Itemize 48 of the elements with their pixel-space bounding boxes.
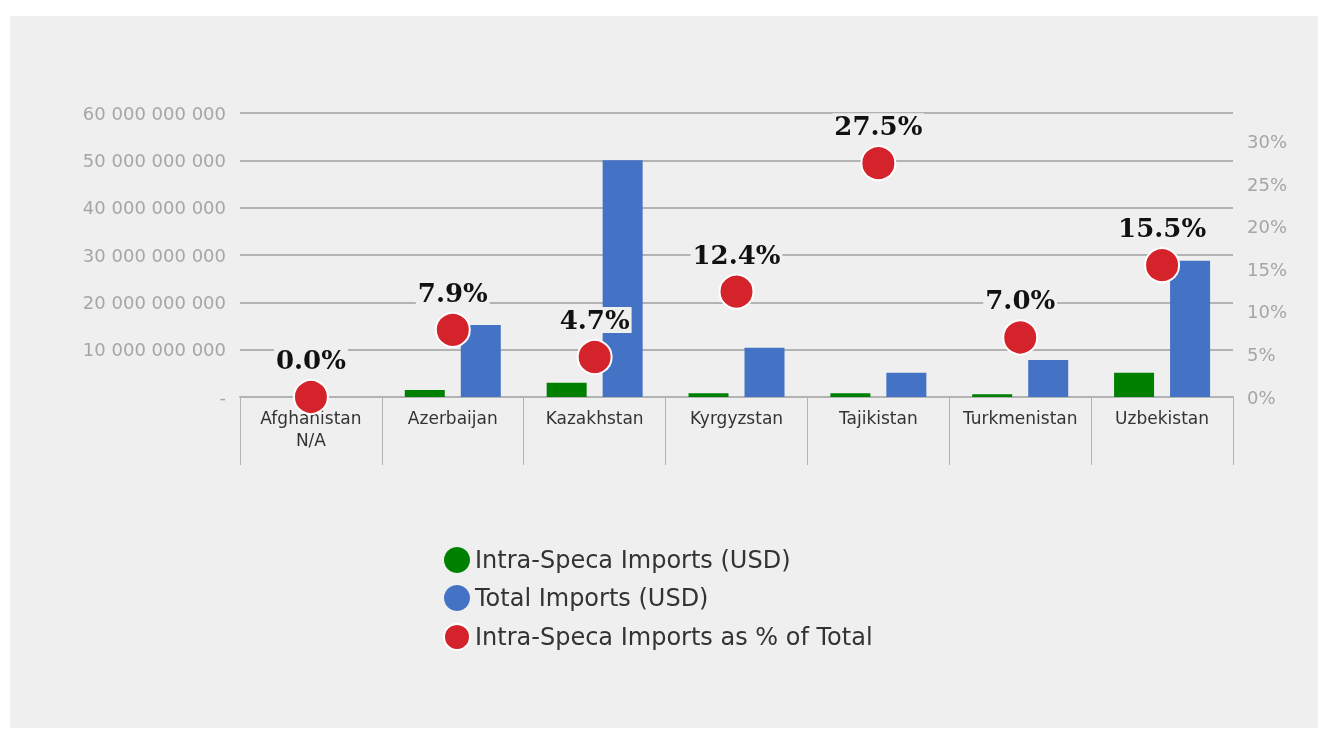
point: [434, 311, 471, 348]
y-tick-label: 10 000 000 000: [82, 339, 226, 361]
bar: [404, 389, 445, 397]
bar: [460, 325, 501, 397]
x-tick-label: Turkmenistan: [961, 408, 1078, 428]
x-tick-label: Afghanistan N/A: [260, 408, 362, 450]
legend-label: Total Imports (USD): [474, 584, 709, 612]
x-tick-label: Uzbekistan: [1115, 408, 1210, 428]
data-label: 0.0%: [275, 345, 347, 375]
point: [718, 273, 755, 310]
y2-tick-label: 30%: [1247, 131, 1288, 153]
x-tick-label: Kyrgyzstan: [689, 408, 784, 428]
x-tick-label: Azerbaijan: [407, 408, 498, 428]
bar: [830, 393, 871, 397]
y-tick-label: 30 000 000 000: [82, 244, 226, 266]
legend-label: Intra-Speca Imports (USD): [475, 546, 791, 574]
x-tick-label: Kazakhstan: [545, 408, 644, 428]
bar: [886, 372, 927, 397]
point: [860, 145, 897, 182]
data-label: 27.5%: [834, 111, 923, 142]
y-tick-label: -: [219, 386, 226, 408]
bar: [1114, 372, 1155, 397]
y-tick-label: 60 000 000 000: [82, 102, 226, 124]
x-tick-label: Tajikistan: [838, 408, 918, 428]
bar: [744, 347, 785, 397]
y-tick-label: 40 000 000 000: [82, 197, 226, 219]
bar: [972, 394, 1013, 397]
data-label: 7.0%: [985, 285, 1056, 316]
y2-tick-label: 10%: [1247, 301, 1288, 323]
y-tick-label: 20 000 000 000: [82, 291, 226, 313]
point: [1002, 319, 1039, 356]
legend-label: Intra-Speca Imports as % of Total: [475, 623, 873, 651]
data-label: 12.4%: [692, 239, 781, 270]
bar: [688, 393, 729, 397]
y2-tick-label: 0%: [1247, 386, 1276, 408]
y2-tick-label: 5%: [1247, 343, 1276, 365]
y2-tick-label: 15%: [1247, 258, 1288, 280]
point: [576, 339, 613, 376]
point: [1144, 247, 1181, 284]
y2-tick-label: 20%: [1247, 216, 1288, 238]
bar: [1028, 360, 1069, 397]
y2-tick-label: 25%: [1247, 173, 1288, 195]
data-label: 4.7%: [559, 305, 630, 336]
data-label: 7.9%: [417, 277, 489, 308]
bar: [1170, 260, 1211, 397]
y-tick-label: 50 000 000 000: [82, 149, 226, 171]
data-label: 15.5%: [1118, 213, 1207, 244]
bar: [546, 382, 587, 397]
